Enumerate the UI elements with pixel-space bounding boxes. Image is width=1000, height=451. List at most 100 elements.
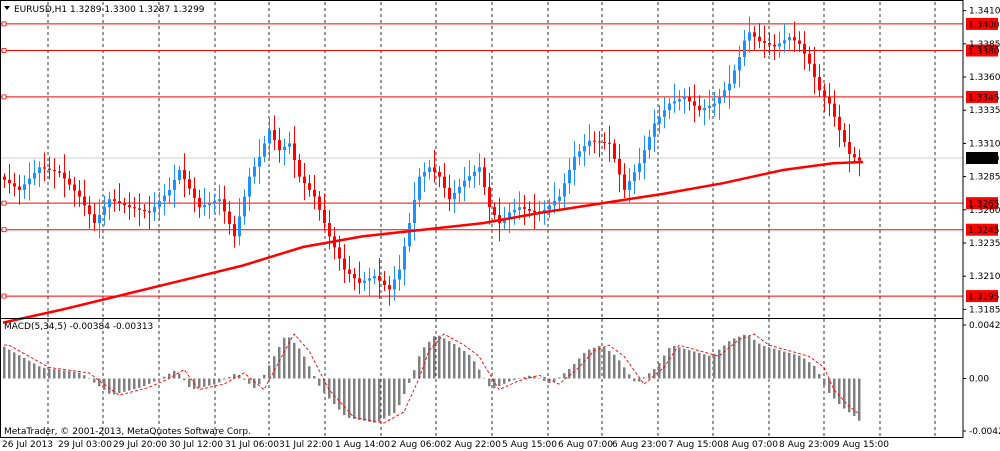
- macd-bar: [843, 378, 846, 409]
- macd-bar: [753, 339, 756, 379]
- macd-bar: [393, 378, 396, 413]
- candle-body: [613, 143, 616, 159]
- level-anchor: [1, 293, 7, 299]
- macd-bar: [708, 355, 711, 379]
- candle-body: [268, 130, 271, 144]
- price-axis-label: 1.3385: [969, 40, 1000, 50]
- candle-body: [828, 96, 831, 104]
- macd-bar: [703, 354, 706, 379]
- macd-bar: [633, 378, 636, 382]
- candle-body: [673, 101, 676, 104]
- macd-bar: [238, 375, 241, 379]
- candle-body: [73, 184, 76, 191]
- macd-bar: [803, 358, 806, 379]
- horizontal-levels: 1.3400 1.3380 1.3345 1.3265 1.3245 1.3195: [0, 17, 1000, 303]
- candle-body: [78, 190, 81, 197]
- candle-body: [293, 143, 296, 160]
- candle-body: [398, 269, 401, 280]
- macd-bar: [108, 378, 111, 394]
- candle-body: [383, 280, 386, 286]
- price-axis-label: 1.3310: [969, 139, 1000, 149]
- candle-body: [623, 174, 626, 190]
- candle-body: [438, 171, 441, 177]
- level-price-tag: [966, 90, 998, 103]
- candle-body: [778, 43, 781, 47]
- candle-body: [523, 207, 526, 209]
- candle-body: [568, 169, 571, 184]
- current-price-tag: [966, 152, 998, 165]
- candle-body: [443, 176, 446, 188]
- macd-bar: [253, 378, 256, 388]
- candle-body: [818, 77, 821, 91]
- candle-body: [98, 215, 101, 224]
- candle-body: [28, 178, 31, 185]
- macd-bar: [163, 376, 166, 379]
- macd-bar: [213, 378, 216, 385]
- candle-body: [288, 143, 291, 147]
- candle-body: [113, 199, 116, 202]
- candle-body: [663, 110, 666, 117]
- macd-bar: [283, 337, 286, 379]
- current-price-label: 1.3299: [968, 155, 1000, 165]
- macd-bar: [848, 378, 851, 413]
- macd-bar: [623, 367, 626, 379]
- macd-bar: [813, 365, 816, 379]
- macd-bar: [178, 373, 181, 379]
- candle-body: [768, 42, 771, 45]
- macd-bar: [683, 348, 686, 379]
- macd-bar: [228, 376, 231, 379]
- candle-body: [348, 269, 351, 274]
- macd-bar: [713, 353, 716, 379]
- macd-bar: [638, 378, 641, 382]
- macd-bar: [603, 347, 606, 379]
- macd-bar: [593, 347, 596, 379]
- macd-axis-label: 0.00: [969, 375, 989, 385]
- candle-body: [343, 258, 346, 270]
- candle-body: [133, 207, 136, 209]
- macd-bar: [503, 378, 506, 384]
- macd-bar: [133, 378, 136, 390]
- macd-bar: [498, 378, 501, 387]
- macd-axis-label: -0.00427: [969, 427, 1000, 437]
- macd-bar: [493, 378, 496, 389]
- macd-bar: [433, 336, 436, 379]
- candle-body: [483, 167, 486, 188]
- candle-body: [13, 183, 16, 187]
- candle-body: [138, 208, 141, 210]
- macd-bar: [143, 378, 146, 387]
- candle-body: [38, 167, 41, 173]
- macd-bar: [773, 348, 776, 379]
- chart-title: EURUSD,H1 1.3289 1.3300 1.3287 1.3299: [14, 5, 205, 15]
- time-axis-label: 9 Aug 15:00: [834, 440, 889, 450]
- candle-body: [678, 99, 681, 102]
- macd-bar: [748, 336, 751, 379]
- macd-title: MACD(5,34,5) -0.00384 -0.00313: [4, 322, 153, 332]
- macd-bar: [368, 378, 371, 422]
- candle-body: [593, 140, 596, 142]
- candle-body: [468, 176, 471, 181]
- macd-bar: [518, 378, 521, 379]
- candle-body: [683, 96, 686, 100]
- time-axis-label: 1 Aug 14:00: [335, 440, 390, 450]
- candle-body: [608, 142, 611, 144]
- candle-body: [318, 196, 321, 210]
- candle-body: [198, 197, 201, 208]
- candle-body: [638, 163, 641, 173]
- candle-body: [373, 276, 376, 279]
- candle-body: [168, 189, 171, 196]
- candle-body: [808, 53, 811, 64]
- macd-bar: [288, 337, 291, 379]
- time-axis-label: 6 Aug 07:00: [558, 440, 613, 450]
- macd-bar: [838, 378, 841, 405]
- macd-bar: [168, 373, 171, 379]
- candle-body: [748, 32, 751, 41]
- candle-body: [578, 151, 581, 157]
- macd-bar: [533, 376, 536, 379]
- candle-body: [823, 90, 826, 97]
- candle-body: [223, 199, 226, 212]
- candle-body: [193, 188, 196, 198]
- candle-body: [448, 187, 451, 200]
- macd-bar: [443, 338, 446, 379]
